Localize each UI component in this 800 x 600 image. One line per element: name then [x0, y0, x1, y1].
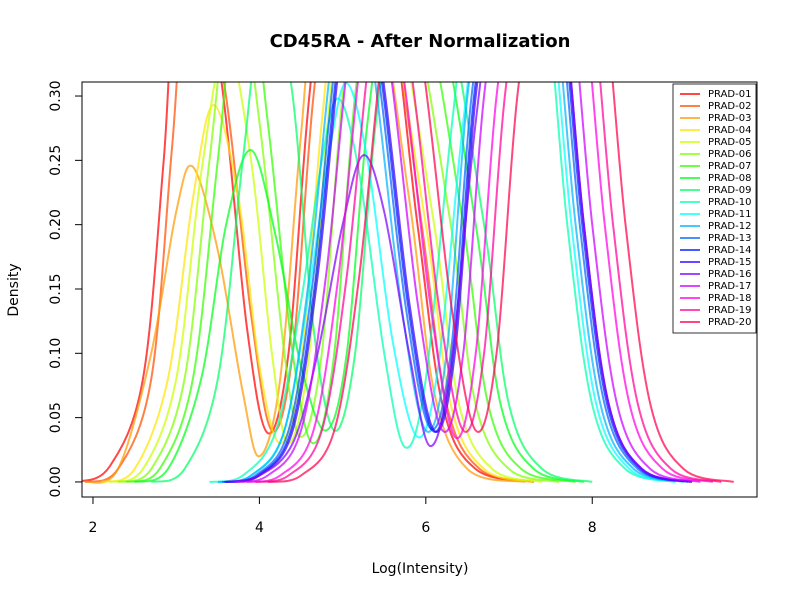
- chart-title: CD45RA - After Normalization: [270, 31, 571, 52]
- legend-label: PRAD-05: [708, 137, 751, 148]
- legend-label: PRAD-14: [708, 245, 751, 256]
- density-curve: [117, 82, 560, 483]
- legend-label: PRAD-01: [708, 89, 751, 100]
- legend-label: PRAD-07: [708, 161, 751, 172]
- legend-label: PRAD-09: [708, 185, 751, 196]
- y-tick-label: 0.10: [48, 338, 64, 369]
- y-tick-label: 0.20: [48, 209, 64, 240]
- legend-label: PRAD-11: [708, 209, 751, 220]
- legend-label: PRAD-18: [708, 293, 751, 304]
- legend-label: PRAD-17: [708, 281, 751, 292]
- y-axis-label: Density: [6, 263, 22, 316]
- y-tick-label: 0.25: [48, 145, 64, 176]
- legend-label: PRAD-16: [708, 269, 751, 280]
- legend-label: PRAD-08: [708, 173, 751, 184]
- density-curve: [84, 82, 526, 484]
- density-curve: [82, 82, 535, 483]
- legend-label: PRAD-06: [708, 149, 751, 160]
- legend-label: PRAD-19: [708, 305, 751, 316]
- density-curve: [225, 82, 693, 483]
- y-tick-label: 0.30: [48, 80, 64, 111]
- plot-frame: [81, 81, 758, 498]
- legend-label: PRAD-03: [708, 113, 751, 124]
- legend-label: PRAD-13: [708, 233, 751, 244]
- x-tick-label: 8: [588, 520, 597, 536]
- legend-label: PRAD-04: [708, 125, 751, 136]
- y-tick-label: 0.00: [48, 466, 64, 497]
- y-tick-label: 0.15: [48, 273, 64, 304]
- x-tick-label: 2: [89, 520, 98, 536]
- density-curve: [246, 82, 714, 483]
- density-curve: [217, 82, 676, 483]
- density-curve: [134, 82, 585, 483]
- legend-box: [672, 83, 757, 334]
- density-curve: [234, 82, 701, 483]
- curves: [82, 82, 734, 484]
- legend-label: PRAD-02: [708, 101, 751, 112]
- legend-label: PRAD-12: [708, 221, 751, 232]
- density-curve: [209, 82, 676, 483]
- legend-label: PRAD-10: [708, 197, 751, 208]
- legend-label: PRAD-15: [708, 257, 751, 268]
- density-curve: [267, 82, 734, 483]
- y-tick-label: 0.05: [48, 402, 64, 433]
- x-tick-label: 4: [255, 520, 264, 536]
- x-tick-label: 6: [421, 520, 430, 536]
- legend-label: PRAD-20: [708, 317, 751, 328]
- density-curve: [255, 82, 722, 483]
- density-curve: [217, 82, 685, 483]
- density-curve: [221, 82, 689, 483]
- x-axis-label: Log(Intensity): [372, 561, 469, 577]
